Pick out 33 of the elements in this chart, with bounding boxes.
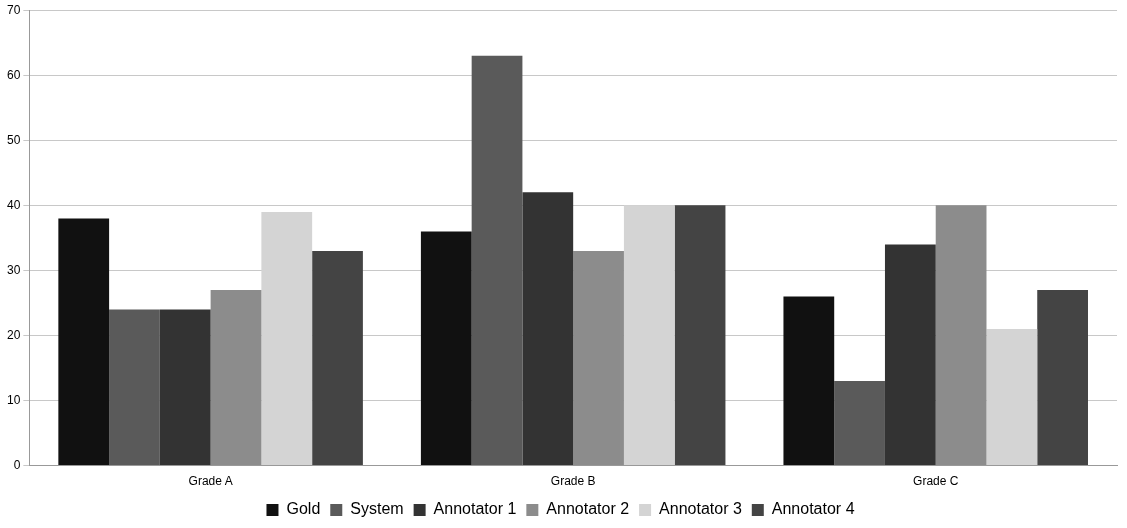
x-tick-label: Grade A <box>188 474 233 489</box>
legend-label: Gold <box>286 500 321 518</box>
x-tick-label: Grade B <box>550 474 596 489</box>
bar <box>573 250 624 466</box>
y-tick-label: 70 <box>6 2 21 17</box>
bar <box>935 205 987 466</box>
bar <box>210 289 262 466</box>
legend-label: Annotator 3 <box>659 500 742 518</box>
bar <box>986 328 1038 466</box>
y-tick-label: 60 <box>6 67 21 82</box>
bar <box>471 55 523 466</box>
y-tick-label: 30 <box>6 262 21 277</box>
bar <box>884 244 936 466</box>
y-tick-label: 50 <box>6 132 21 147</box>
bar <box>522 192 574 466</box>
legend-label: Annotator 4 <box>771 500 855 518</box>
bar <box>420 231 472 466</box>
y-tick-label: 10 <box>6 392 21 407</box>
legend-label: Annotator 1 <box>433 500 517 518</box>
bar <box>312 250 363 466</box>
bar <box>159 309 211 466</box>
bar <box>58 218 110 466</box>
bar <box>1037 289 1088 466</box>
bar <box>834 381 885 466</box>
bar <box>109 309 160 466</box>
y-tick-label: 40 <box>6 197 21 212</box>
legend-label: System <box>350 500 404 518</box>
legend-label: Annotator 2 <box>546 500 630 518</box>
bar <box>674 205 726 466</box>
y-tick-label: 0 <box>13 457 21 472</box>
x-tick-label: Grade C <box>913 474 959 489</box>
bar <box>783 296 835 466</box>
y-tick-label: 20 <box>6 327 21 342</box>
